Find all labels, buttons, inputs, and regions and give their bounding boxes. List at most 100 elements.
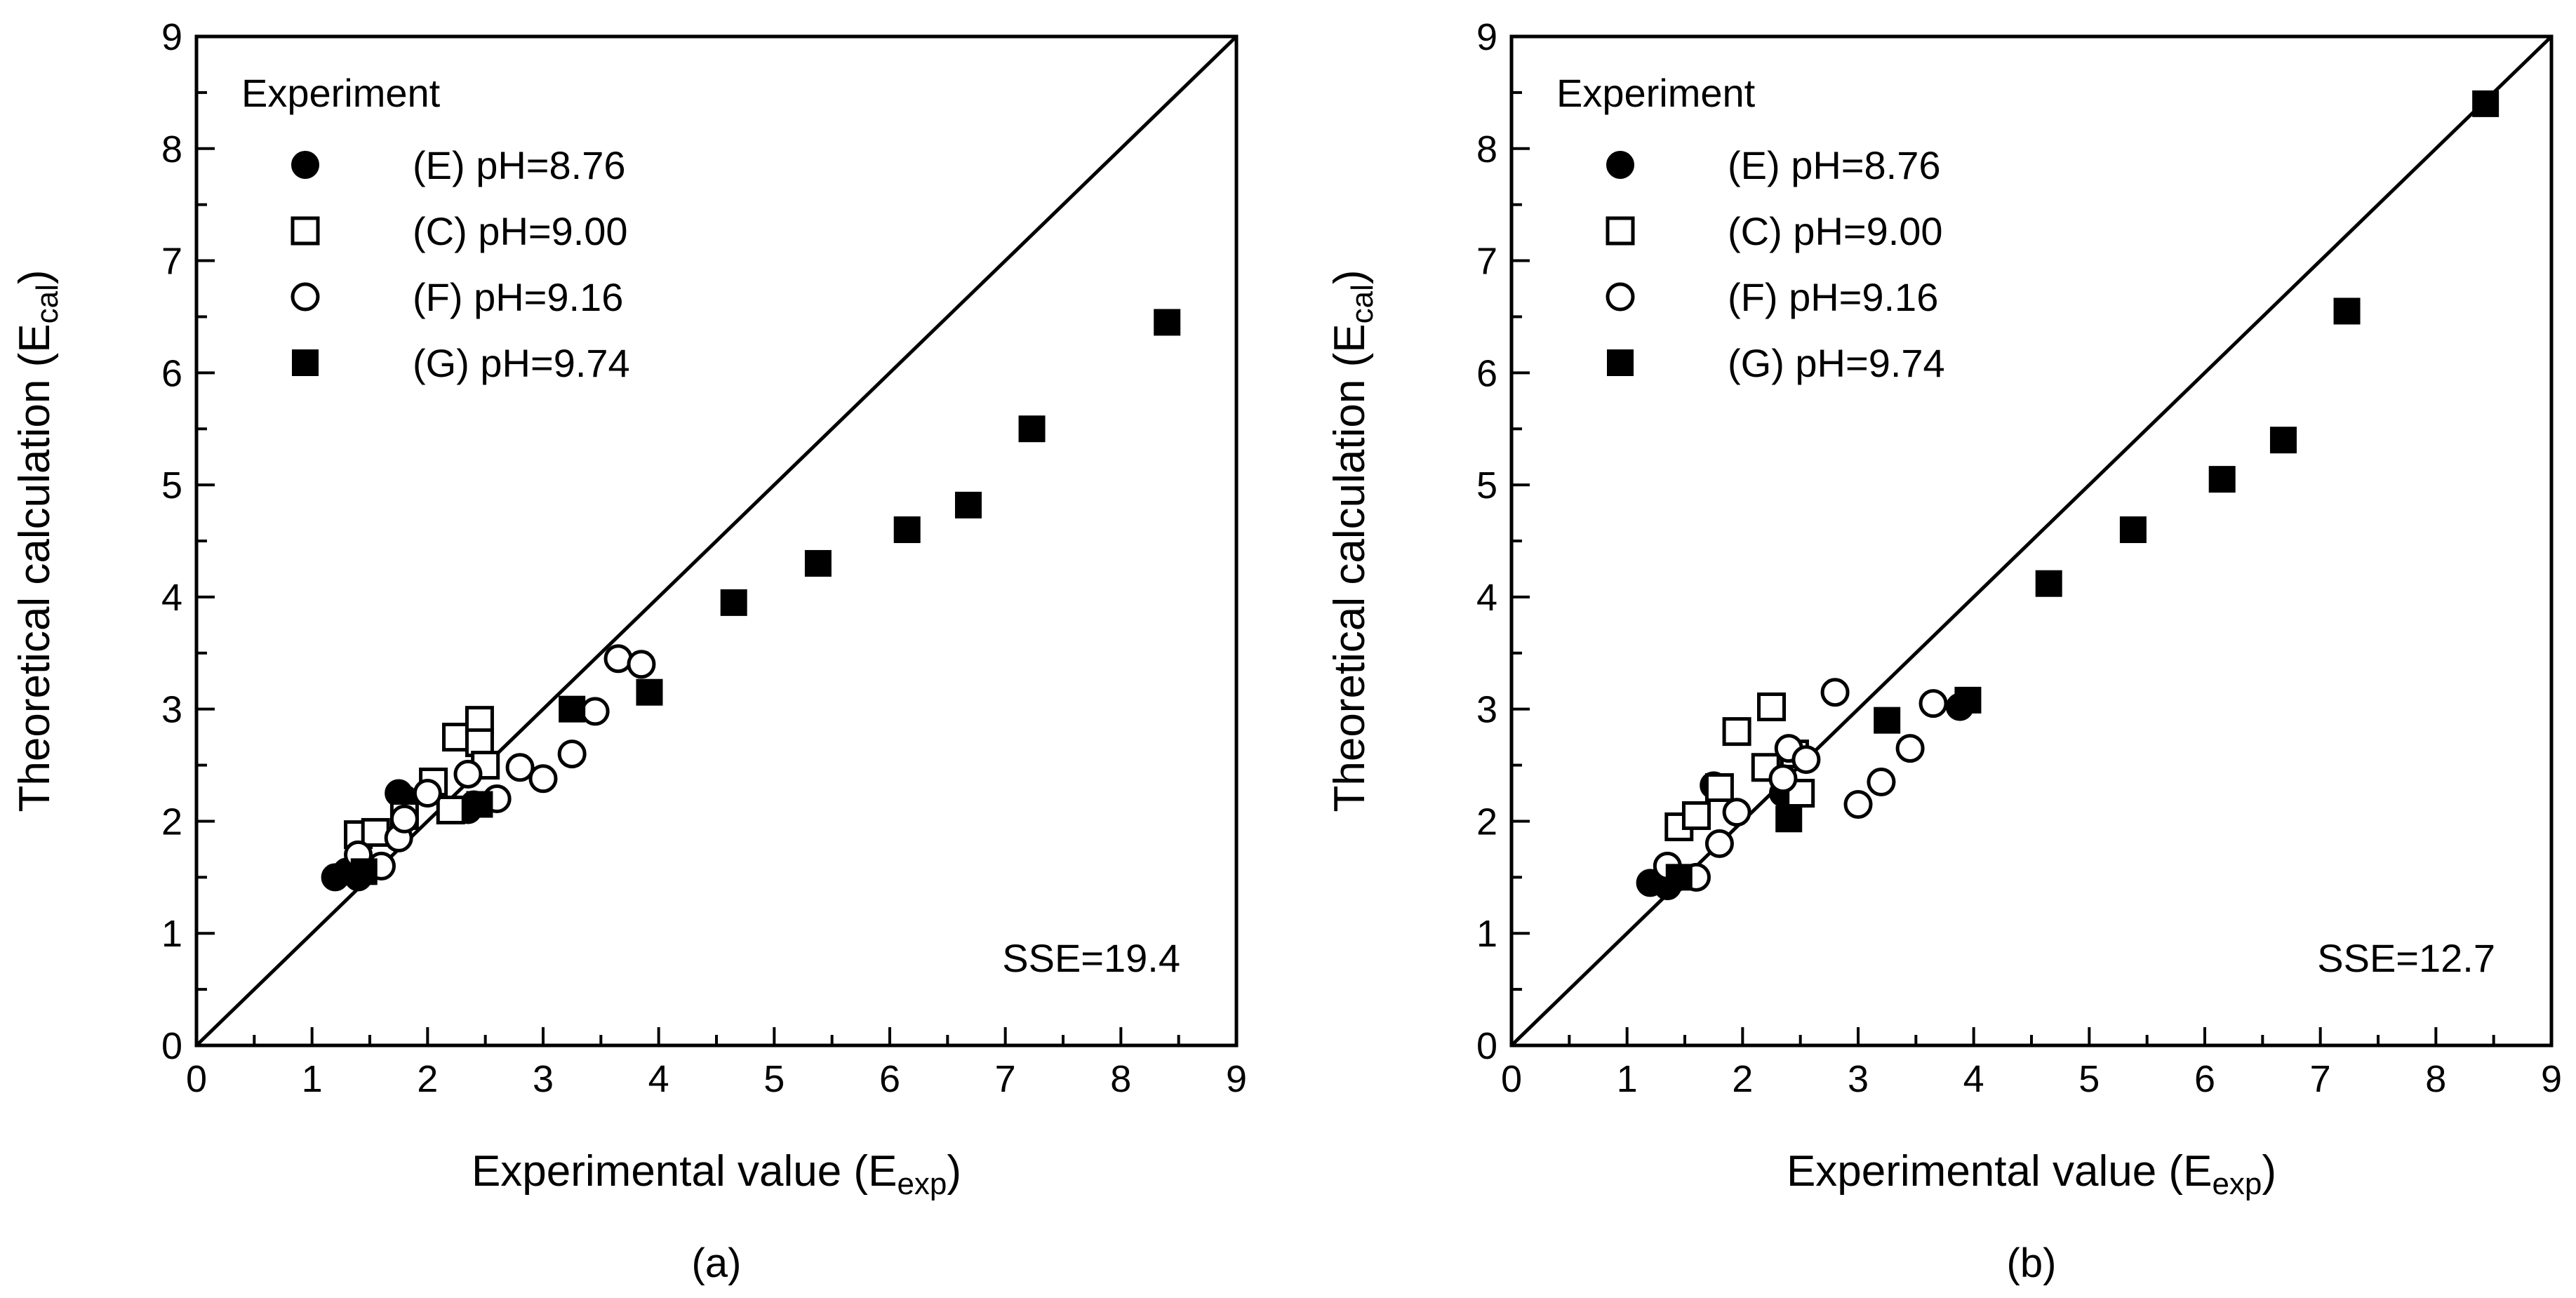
panel-a-legend-label-c: (C) pH=9.00: [413, 209, 628, 253]
panel-a-y-tick-label: 1: [161, 913, 182, 955]
panel-b-legend-label-g: (G) pH=9.74: [1728, 341, 1945, 385]
panel-b-x-tick-label: 6: [2194, 1058, 2215, 1100]
panel-b-y-tick-label: 6: [1476, 352, 1497, 394]
panel-b-point-g: [2035, 570, 2062, 597]
panel-a-legend-marker-f: [291, 282, 320, 312]
panel-b-point-f: [1791, 745, 1821, 775]
panel-a-legend-label-f: (F) pH=9.16: [413, 275, 623, 319]
panel-b-legend-label-e: (E) pH=8.76: [1728, 143, 1941, 187]
panel-a-point-f: [389, 804, 419, 834]
panel-a-legend-marker-e: [291, 151, 319, 179]
panel-b-y-axis-title: Theoretical calculation (Ecal): [1326, 269, 1380, 812]
panel-a-reference-line: [195, 35, 1238, 1047]
panel-a-y-tick-label: 5: [161, 464, 182, 507]
panel-b-y-tick-label: 4: [1476, 577, 1497, 619]
panel-a-legend-markers: [291, 151, 320, 376]
panel-a-y-tick-label: 3: [161, 689, 182, 731]
panel-a-x-axis-title: Experimental value (Eexp): [472, 1147, 961, 1201]
panel-b-point-g: [1954, 686, 1982, 714]
panel-b-point-f: [1843, 789, 1873, 819]
panel-a-point-g: [350, 858, 378, 885]
panel-b-y-tick-label: 3: [1476, 689, 1497, 731]
panel-a-point-c: [361, 817, 390, 847]
panel-b-point-c: [1681, 801, 1711, 830]
panel-a-sse-annotation: SSE=19.4: [1002, 936, 1180, 980]
panel-b-x-tick-label: 4: [1963, 1058, 1984, 1100]
panel-b-point-g: [2269, 427, 2297, 454]
panel-b-point-f: [1768, 764, 1798, 794]
panel-b-x-tick-label: 9: [2541, 1058, 2562, 1100]
panel-a-point-f: [557, 740, 587, 769]
panel-b-point-g: [2333, 297, 2361, 325]
panel-b-point-f: [1820, 678, 1850, 707]
panel-b-x-tick-label: 7: [2310, 1058, 2331, 1100]
panel-b-y-tick-label: 8: [1476, 128, 1497, 170]
panel-a-legend-label-e: (E) pH=8.76: [413, 143, 626, 187]
panel-a-point-c: [436, 795, 465, 824]
panel-a-x-tick-label: 7: [995, 1058, 1016, 1100]
panel-a-point-f: [453, 759, 483, 789]
panel-b-y-tick-label: 7: [1476, 241, 1497, 283]
panel-a-legend-label-g: (G) pH=9.74: [413, 341, 630, 385]
panel-b-legend-marker-g: [1607, 349, 1634, 376]
panel-a-x-tick-label: 1: [302, 1058, 323, 1100]
panel-b-point-c: [1704, 773, 1734, 803]
panel-a-y-tick-label: 4: [161, 577, 182, 619]
panel-b-point-c: [1757, 692, 1786, 721]
panel-b-point-g: [2208, 466, 2236, 493]
panel-a-y-tick-label: 6: [161, 352, 182, 394]
panel-b-x-tick-label: 1: [1617, 1058, 1638, 1100]
panel-b-point-g: [2119, 516, 2147, 544]
panel-a-point-g: [559, 695, 586, 723]
panel-b-point-f: [1918, 689, 1948, 718]
panel-a-point-g: [804, 549, 832, 577]
panel-a-point-f: [413, 779, 442, 808]
panel-a-point-g: [466, 791, 493, 818]
panel-b-point-c: [1722, 717, 1751, 747]
panel-b-x-tick-label: 3: [1848, 1058, 1869, 1100]
panel-a-plot-area: [195, 35, 1238, 1047]
panel-b-point-f: [1722, 798, 1751, 827]
panel-a-label: (a): [692, 1240, 742, 1286]
panel-a-point-g: [636, 678, 663, 706]
panel-b-legend-label-c: (C) pH=9.00: [1728, 209, 1943, 253]
panel-b-label: (b): [2007, 1240, 2057, 1286]
panel-b-x-tick-label: 0: [1501, 1058, 1522, 1100]
panel-b-ticks: 0 1 2 3 4 5 6 7 8 9 0 1 2 3 4 5 6 7 8 9: [1476, 16, 2562, 1100]
panel-a-point-f: [528, 764, 558, 794]
panel-a-legend-title: Experiment: [241, 71, 441, 115]
panel-a-x-tick-label: 5: [763, 1058, 785, 1100]
panel-b-x-tick-label: 8: [2425, 1058, 2446, 1100]
panel-a-y-tick-label: 7: [161, 241, 182, 283]
panel-b-point-g: [2472, 90, 2500, 117]
panel-a-point-g: [720, 589, 747, 616]
panel-a-point-g: [954, 491, 982, 518]
panel-b-point-g: [1665, 864, 1693, 891]
panel-a-point-f: [603, 644, 633, 674]
panel-a-y-tick-label: 8: [161, 128, 182, 170]
panel-a: 0 1 2 3 4 5 6 7 8 9 0 1 2 3 4 5 6 7 8 9 Experimental value …: [11, 16, 1247, 1286]
panel-b-plot-area: [1510, 35, 2553, 1047]
panel-a-x-tick-label: 2: [417, 1058, 438, 1100]
panel-a-y-tick-label: 0: [161, 1025, 182, 1067]
panel-b-legend-marker-f: [1606, 282, 1635, 312]
panel-b-point-g: [1775, 805, 1803, 833]
panel-b-y-tick-label: 5: [1476, 464, 1497, 507]
panel-a-point-f: [580, 697, 610, 726]
panel-b-y-tick-label: 0: [1476, 1025, 1497, 1067]
panel-a-y-axis-title: Theoretical calculation (Ecal): [11, 269, 65, 812]
panel-a-x-tick-label: 9: [1226, 1058, 1247, 1100]
panel-b-x-tick-label: 2: [1732, 1058, 1753, 1100]
panel-b-point-f: [1895, 734, 1925, 763]
panel-b-legend-title: Experiment: [1556, 71, 1756, 115]
panel-a-ticks: 0 1 2 3 4 5 6 7 8 9 0 1 2 3 4 5 6 7 8 9: [161, 16, 1247, 1100]
panel-b-legend-label-f: (F) pH=9.16: [1728, 275, 1938, 319]
panel-a-x-tick-label: 0: [186, 1058, 207, 1100]
panel-b-legend: Experiment (E) pH=8.76 (C) pH=9.00 (F) p…: [1556, 71, 1945, 385]
panel-b-legend-marker-c: [1606, 216, 1635, 246]
panel-a-point-f: [505, 753, 535, 782]
panel-b-legend-markers: [1606, 151, 1635, 376]
panel-a-legend: Experiment (E) pH=8.76 (C) pH=9.00 (F) p…: [241, 71, 630, 385]
panel-b-x-axis-title: Experimental value (Eexp): [1787, 1147, 2276, 1201]
